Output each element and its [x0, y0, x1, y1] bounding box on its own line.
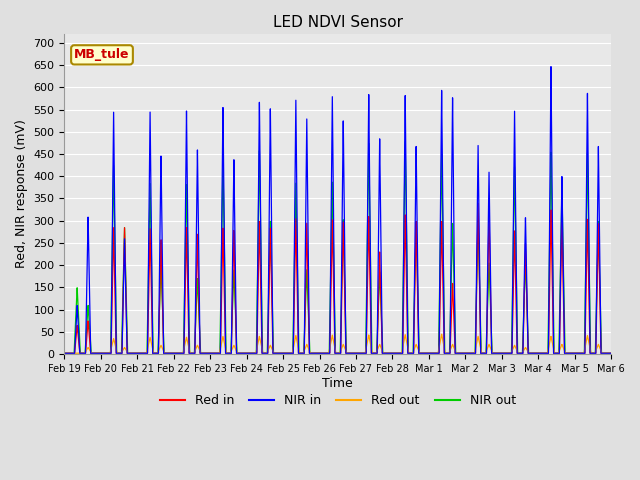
- NIR out: [579, 350, 586, 356]
- NIR out: [328, 213, 335, 219]
- NIR in: [579, 350, 586, 356]
- NIR out: [401, 139, 409, 144]
- Red in: [607, 350, 615, 356]
- NIR in: [168, 350, 175, 356]
- Red in: [168, 350, 175, 356]
- NIR out: [93, 350, 101, 356]
- Red in: [328, 249, 335, 254]
- NIR out: [168, 350, 175, 356]
- Title: LED NDVI Sensor: LED NDVI Sensor: [273, 15, 403, 30]
- Red in: [83, 331, 91, 337]
- Red out: [438, 331, 445, 337]
- Red out: [83, 346, 91, 352]
- Red out: [328, 336, 335, 341]
- Line: NIR in: NIR in: [65, 67, 611, 353]
- Red in: [61, 350, 68, 356]
- Line: NIR out: NIR out: [65, 142, 611, 353]
- Red out: [607, 350, 615, 356]
- Red in: [474, 200, 482, 206]
- Red out: [168, 350, 175, 356]
- NIR out: [83, 319, 91, 324]
- Red out: [579, 350, 586, 356]
- NIR in: [328, 155, 335, 161]
- NIR out: [63, 350, 70, 356]
- NIR in: [61, 350, 68, 356]
- NIR in: [83, 270, 91, 276]
- Line: Red out: Red out: [65, 334, 611, 353]
- Red out: [61, 350, 68, 356]
- Y-axis label: Red, NIR response (mV): Red, NIR response (mV): [15, 120, 28, 268]
- Text: MB_tule: MB_tule: [74, 48, 130, 61]
- Red out: [63, 350, 70, 356]
- NIR in: [607, 350, 615, 356]
- NIR out: [61, 350, 68, 356]
- X-axis label: Time: Time: [323, 377, 353, 390]
- Red in: [579, 350, 586, 356]
- Red in: [93, 350, 101, 356]
- NIR in: [63, 350, 70, 356]
- Line: Red in: Red in: [65, 203, 611, 353]
- NIR in: [93, 350, 101, 356]
- Legend: Red in, NIR in, Red out, NIR out: Red in, NIR in, Red out, NIR out: [155, 389, 521, 412]
- NIR in: [547, 64, 555, 70]
- Red in: [63, 350, 70, 356]
- NIR out: [607, 350, 615, 356]
- Red out: [93, 350, 101, 356]
